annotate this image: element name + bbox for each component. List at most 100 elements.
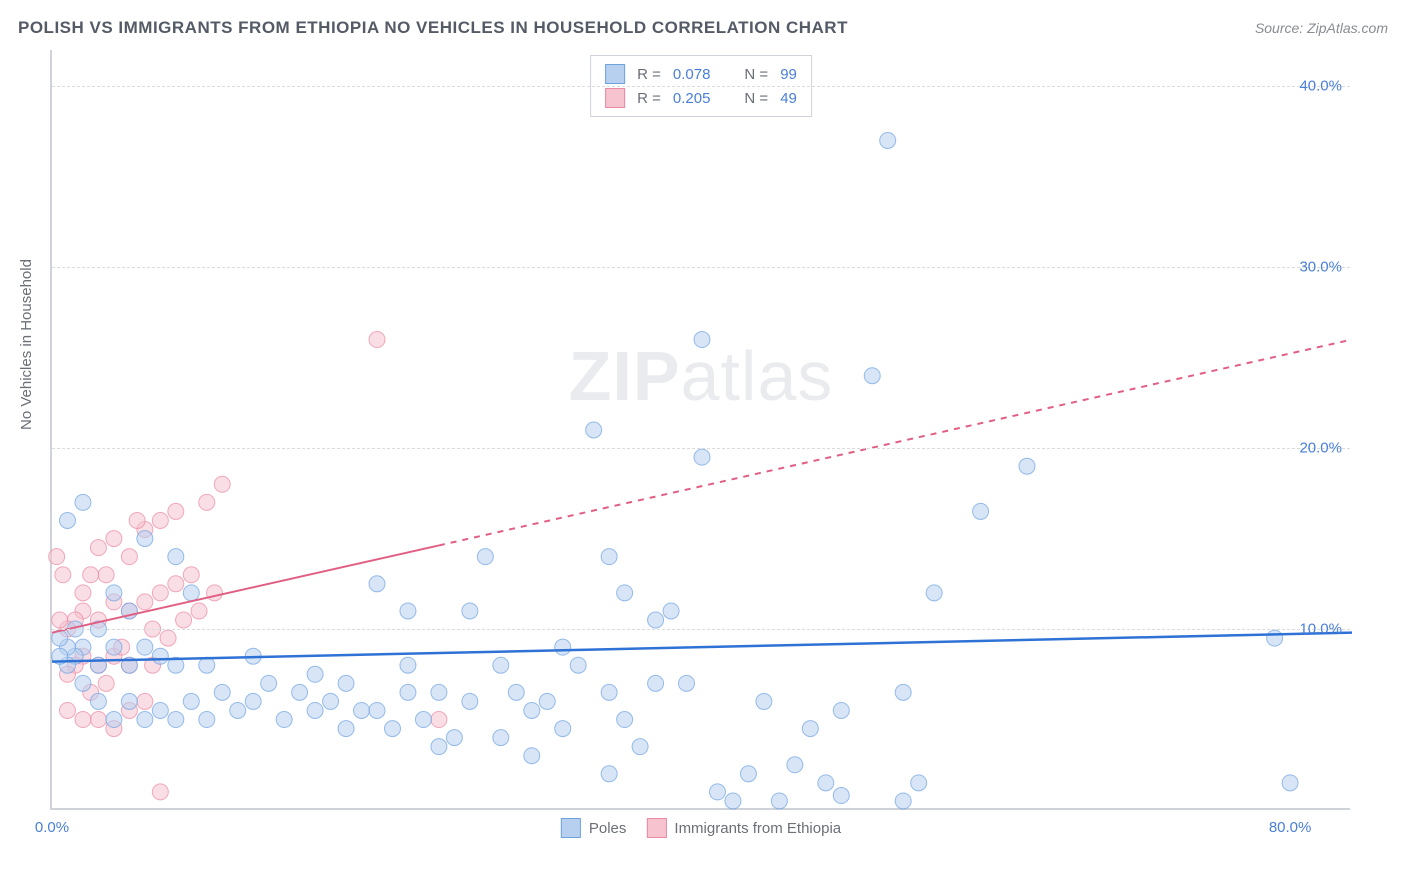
scatter-point-blue xyxy=(1019,458,1035,474)
scatter-point-pink xyxy=(137,594,153,610)
y-axis-label: No Vehicles in Household xyxy=(18,259,35,430)
scatter-point-blue xyxy=(152,648,168,664)
scatter-point-pink xyxy=(176,612,192,628)
scatter-point-pink xyxy=(214,476,230,492)
scatter-point-blue xyxy=(787,757,803,773)
y-tick-label: 20.0% xyxy=(1299,440,1342,457)
scatter-point-pink xyxy=(152,585,168,601)
scatter-point-blue xyxy=(199,657,215,673)
scatter-point-blue xyxy=(539,693,555,709)
legend-item-blue: Poles xyxy=(561,818,627,838)
scatter-point-blue xyxy=(694,332,710,348)
scatter-point-pink xyxy=(90,540,106,556)
scatter-point-blue xyxy=(833,702,849,718)
n-value-pink: 49 xyxy=(780,90,797,107)
scatter-point-blue xyxy=(818,775,834,791)
scatter-point-blue xyxy=(230,702,246,718)
scatter-point-blue xyxy=(895,684,911,700)
scatter-point-blue xyxy=(1267,630,1283,646)
scatter-point-pink xyxy=(49,549,65,565)
scatter-point-pink xyxy=(183,567,199,583)
scatter-point-blue xyxy=(400,684,416,700)
scatter-point-blue xyxy=(880,132,896,148)
scatter-point-pink xyxy=(191,603,207,619)
scatter-point-blue xyxy=(400,603,416,619)
scatter-point-blue xyxy=(895,793,911,809)
scatter-point-blue xyxy=(183,693,199,709)
scatter-point-pink xyxy=(207,585,223,601)
scatter-point-blue xyxy=(446,730,462,746)
gridline xyxy=(52,629,1350,630)
scatter-point-blue xyxy=(276,712,292,728)
x-tick-label: 0.0% xyxy=(35,819,69,836)
scatter-point-blue xyxy=(292,684,308,700)
scatter-point-pink xyxy=(160,630,176,646)
scatter-point-blue xyxy=(245,693,261,709)
trend-line-blue xyxy=(52,633,1352,662)
n-label: N = xyxy=(744,90,768,107)
scatter-point-blue xyxy=(137,712,153,728)
scatter-point-blue xyxy=(524,748,540,764)
scatter-point-blue xyxy=(663,603,679,619)
scatter-point-blue xyxy=(338,721,354,737)
legend-label-pink: Immigrants from Ethiopia xyxy=(674,820,841,837)
scatter-point-blue xyxy=(555,721,571,737)
scatter-point-pink xyxy=(129,512,145,528)
scatter-point-pink xyxy=(55,567,71,583)
scatter-point-blue xyxy=(384,721,400,737)
swatch-blue xyxy=(605,64,625,84)
scatter-point-blue xyxy=(369,576,385,592)
stats-row-blue: R = 0.078 N = 99 xyxy=(605,62,797,86)
r-label: R = xyxy=(637,66,661,83)
scatter-point-blue xyxy=(369,702,385,718)
scatter-point-pink xyxy=(152,784,168,800)
scatter-point-blue xyxy=(632,739,648,755)
scatter-point-blue xyxy=(431,684,447,700)
scatter-point-blue xyxy=(106,712,122,728)
swatch-pink xyxy=(646,818,666,838)
scatter-point-pink xyxy=(98,567,114,583)
y-tick-label: 10.0% xyxy=(1299,621,1342,638)
scatter-point-blue xyxy=(415,712,431,728)
swatch-pink xyxy=(605,88,625,108)
scatter-point-blue xyxy=(90,693,106,709)
scatter-point-pink xyxy=(83,567,99,583)
scatter-point-blue xyxy=(168,712,184,728)
scatter-point-blue xyxy=(709,784,725,800)
scatter-point-blue xyxy=(121,693,137,709)
scatter-point-blue xyxy=(802,721,818,737)
gridline xyxy=(52,86,1350,87)
y-tick-label: 40.0% xyxy=(1299,78,1342,95)
scatter-point-blue xyxy=(214,684,230,700)
scatter-point-blue xyxy=(740,766,756,782)
scatter-point-blue xyxy=(601,549,617,565)
scatter-point-blue xyxy=(354,702,370,718)
scatter-point-blue xyxy=(570,657,586,673)
chart-title: POLISH VS IMMIGRANTS FROM ETHIOPIA NO VE… xyxy=(18,18,848,38)
scatter-point-blue xyxy=(307,666,323,682)
scatter-svg xyxy=(52,50,1350,808)
scatter-point-blue xyxy=(679,675,695,691)
legend-label-blue: Poles xyxy=(589,820,627,837)
scatter-point-blue xyxy=(725,793,741,809)
scatter-point-blue xyxy=(833,788,849,804)
scatter-point-blue xyxy=(1282,775,1298,791)
scatter-point-blue xyxy=(462,603,478,619)
scatter-point-blue xyxy=(555,639,571,655)
scatter-point-blue xyxy=(199,712,215,728)
scatter-point-blue xyxy=(756,693,772,709)
y-tick-label: 30.0% xyxy=(1299,259,1342,276)
trend-line-pink-dashed xyxy=(439,340,1352,546)
scatter-point-pink xyxy=(75,585,91,601)
stats-row-pink: R = 0.205 N = 49 xyxy=(605,86,797,110)
scatter-point-blue xyxy=(137,531,153,547)
scatter-point-blue xyxy=(508,684,524,700)
n-value-blue: 99 xyxy=(780,66,797,83)
scatter-point-pink xyxy=(52,612,68,628)
scatter-point-blue xyxy=(524,702,540,718)
gridline xyxy=(52,448,1350,449)
scatter-point-blue xyxy=(973,503,989,519)
chart-plot-area: ZIPatlas R = 0.078 N = 99 R = 0.205 N = … xyxy=(50,50,1350,810)
scatter-point-blue xyxy=(601,766,617,782)
scatter-point-pink xyxy=(431,712,447,728)
